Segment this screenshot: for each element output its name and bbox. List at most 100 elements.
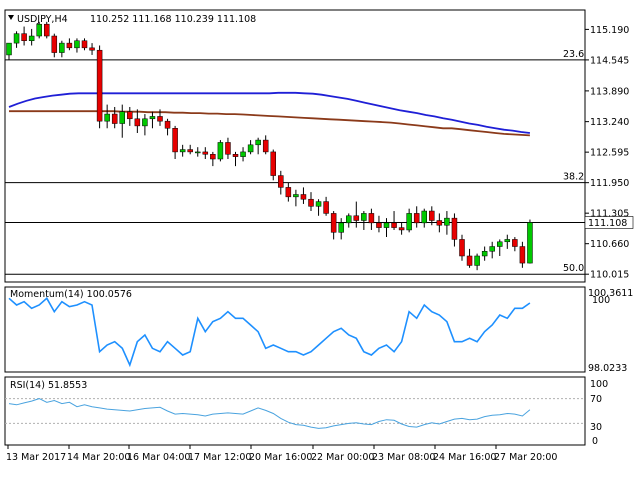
current-price-box (584, 216, 634, 229)
candle-body (119, 111, 125, 124)
candle-body (142, 118, 148, 127)
rsi-axis-100: 100 (590, 379, 608, 390)
rsi-panel-frame (4, 376, 586, 446)
price-tick-label: 111.950 (590, 178, 629, 189)
candle-body (225, 142, 231, 155)
candle-body (172, 128, 178, 153)
candle-body (164, 120, 171, 129)
candle-body (497, 241, 503, 247)
candle-body (368, 213, 375, 224)
candle-body (195, 151, 201, 154)
current-price-label: 111.108 (588, 218, 627, 229)
candle-body (330, 213, 337, 233)
candle-body (444, 217, 450, 226)
candle-body (127, 111, 133, 120)
time-tick-label: 17 Mar 12:00 (188, 452, 251, 463)
candle-body (391, 222, 397, 228)
time-tick-label: 24 Mar 16:00 (433, 452, 496, 463)
fib-label: 50.0 (563, 263, 584, 274)
price-tick-label: 115.190 (590, 25, 629, 36)
candle-body (111, 113, 118, 124)
time-tick-label: 16 Mar 04:00 (127, 452, 190, 463)
candle-body (504, 239, 511, 243)
candle-body (28, 35, 35, 41)
candle-body (187, 149, 193, 153)
candle-body (466, 255, 473, 266)
candle-body (36, 23, 42, 37)
momentum-panel-frame (4, 286, 586, 373)
candle-body (96, 49, 103, 122)
main-panel-frame (4, 9, 586, 283)
candle-body (315, 201, 322, 207)
candle-body (157, 116, 163, 122)
rsi-axis-30: 30 (590, 422, 602, 433)
candle-body (202, 151, 209, 155)
candle-body (413, 213, 420, 224)
momentum-axis-bottom: 98.0233 (588, 363, 627, 374)
price-tick-label: 114.545 (590, 55, 629, 66)
candle-body (451, 217, 458, 240)
candle-body (527, 222, 533, 264)
candle-body (104, 113, 110, 122)
price-tick-label: 112.595 (590, 148, 629, 159)
candle-body (421, 210, 427, 224)
candle-body (210, 154, 216, 160)
symbol-label: USDJPY,H4 (17, 14, 68, 25)
candle-body (240, 151, 246, 157)
price-axis: 115.190 114.545 113.890 113.240 112.595 111.9… (584, 25, 634, 281)
price-tick-label: 113.890 (590, 86, 629, 97)
main-plot-area[interactable]: 23.6 38.2 50.0 (5, 21, 585, 275)
candle-body (179, 149, 186, 153)
candle-body (308, 198, 314, 207)
rsi-title: RSI(14) 51.8553 (10, 380, 87, 391)
momentum-line (8, 297, 531, 368)
candle-body (512, 239, 518, 247)
rsi-plot (5, 398, 585, 429)
price-tick-label: 111.305 (590, 209, 629, 220)
candle-body (285, 187, 292, 198)
candle-body (474, 255, 480, 266)
candle-body (149, 116, 156, 120)
candle-body (255, 139, 261, 146)
candle-body (13, 33, 20, 44)
collapse-arrow-icon[interactable] (8, 15, 14, 20)
candle-body (51, 35, 58, 53)
candle-body (232, 154, 239, 157)
candle-body (217, 142, 224, 160)
rsi-line (8, 398, 531, 429)
candle-body (270, 151, 276, 176)
candle-body (44, 23, 50, 37)
candle-body (6, 42, 12, 56)
ohlc-readout: 110.252 111.168 110.239 111.108 (90, 14, 256, 25)
candle-body (406, 213, 412, 231)
time-tick-label: 27 Mar 20:00 (494, 452, 557, 463)
candle-body (459, 239, 465, 257)
candle-body (481, 251, 488, 257)
time-tick-label: 20 Mar 16:00 (249, 452, 312, 463)
time-tick-label: 13 Mar 2017 (6, 452, 66, 463)
candle-body (398, 227, 405, 231)
candle-body (81, 40, 88, 49)
candle-body (519, 246, 526, 264)
candle-body (436, 220, 443, 226)
candle-body (74, 40, 80, 49)
price-tick-label: 110.015 (590, 270, 629, 281)
momentum-axis-ref: 100 (592, 295, 610, 306)
price-tick-label: 110.660 (590, 239, 629, 250)
candle-body (262, 139, 269, 153)
candle-body (59, 42, 65, 53)
candle-body (300, 194, 307, 200)
candle-body (293, 194, 299, 198)
momentum-title: Momentum(14) 100.0576 (10, 289, 132, 300)
time-tick-label: 23 Mar 08:00 (372, 452, 435, 463)
ma-slow-line (9, 110, 530, 137)
rsi-axis-0: 0 (592, 436, 598, 447)
candle-body (21, 33, 27, 41)
momentum-plot (8, 297, 531, 368)
candle-body (338, 222, 344, 233)
candle-body (134, 118, 141, 127)
rsi-axis-70: 70 (590, 394, 602, 405)
candle-body (429, 210, 435, 221)
